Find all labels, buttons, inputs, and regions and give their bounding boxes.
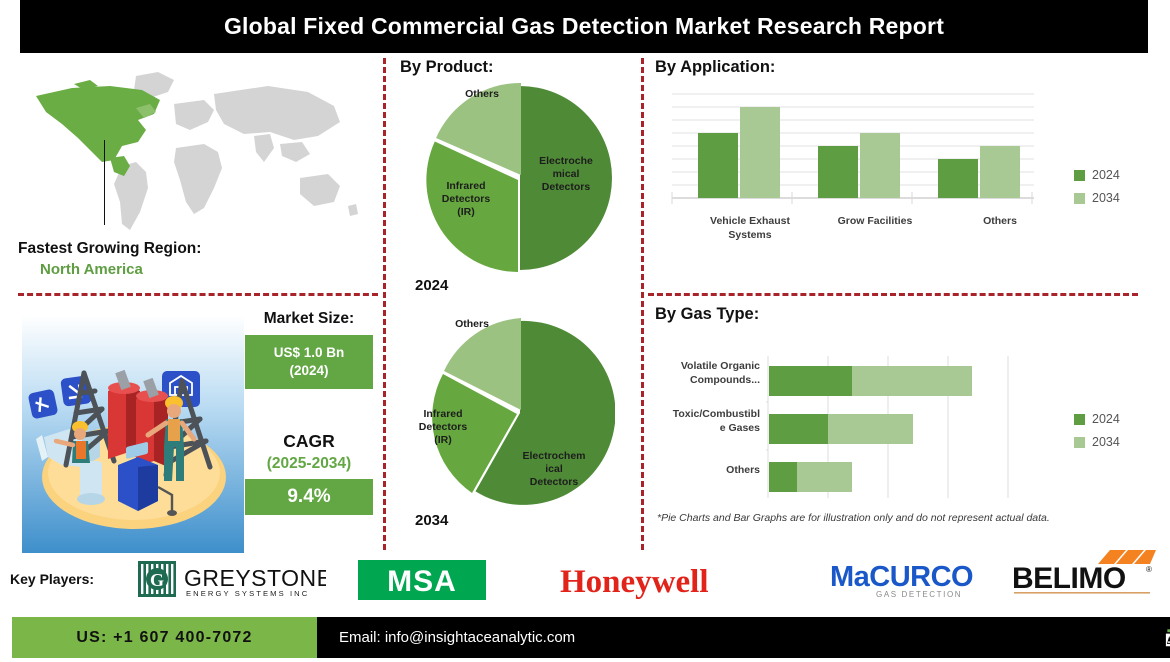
by-application-chart: [668, 88, 1068, 218]
legend-swatch-2034: [1074, 192, 1085, 204]
footer-phone-block: US: +1 607 400-7072: [12, 617, 317, 658]
legend-item-gas-2034: 2034: [1074, 435, 1120, 449]
divider-horizontal-left: [18, 293, 378, 296]
divider-horizontal-right: [648, 293, 1138, 296]
insight-ace-logo-icon: [1165, 628, 1170, 646]
pie-2034-label-others: Others: [455, 318, 489, 330]
legend-item-2024: 2024: [1074, 168, 1120, 182]
market-size-value: US$ 1.0 Bn: [273, 345, 345, 360]
market-size-year: (2024): [289, 363, 329, 379]
by-gas-type-legend: 2024 2034: [1074, 412, 1120, 458]
fastest-growing-region-value: North America: [40, 261, 143, 278]
svg-text:GAS DETECTION: GAS DETECTION: [876, 590, 962, 599]
logo-honeywell: Honeywell: [560, 562, 790, 600]
footer-brand-block: INSIGHT ACE ANALYTIC: [1162, 617, 1170, 658]
by-product-title: By Product:: [400, 58, 494, 76]
market-size-label: Market Size:: [263, 310, 355, 327]
by-gas-type-category-2: Others: [726, 464, 760, 476]
pie-2024-label-infrared: Infrared Detectors (IR): [441, 180, 491, 219]
logo-greystone: G GREYSTONE ENERGY SYSTEMS INC: [136, 558, 332, 602]
map-pointer-line: [104, 140, 105, 225]
cagr-label: CAGR: [283, 431, 335, 452]
legend-swatch-gas-2034: [1074, 436, 1085, 448]
svg-text:MSA: MSA: [387, 565, 457, 598]
pie-2024-label-electrochemical: Electroche mical Detectors: [539, 155, 593, 194]
world-map: [18, 62, 368, 242]
by-application-title: By Application:: [655, 58, 776, 76]
svg-text:MaCURCO: MaCURCO: [830, 561, 973, 593]
footer-bar: US: +1 607 400-7072 Email: info@insighta…: [0, 617, 1170, 658]
footer-email: Email: info@insightaceanalytic.com: [339, 629, 576, 646]
footer-contact-block: Email: info@insightaceanalytic.com INSIG…: [317, 617, 1170, 658]
pie-2024-label-others: Others: [465, 88, 499, 100]
footer-phone: US: +1 607 400-7072: [76, 628, 253, 646]
by-application-category-2: Others: [983, 215, 1017, 227]
fastest-growing-region-label: Fastest Growing Region:: [18, 240, 202, 257]
logo-belimo: BELIMO ®: [1010, 548, 1156, 600]
pie-2034-label-infrared: Infrared Detectors (IR): [418, 408, 468, 447]
logo-msa: MSA: [358, 560, 486, 600]
legend-label-gas-2024: 2024: [1092, 412, 1120, 426]
market-size-value-box: US$ 1.0 Bn (2024): [245, 335, 373, 390]
key-players-label: Key Players:: [10, 571, 95, 587]
svg-text:®: ®: [1146, 565, 1152, 574]
market-size-block: Market Size: US$ 1.0 Bn (2024) CAGR (202…: [245, 310, 373, 516]
legend-label-2034: 2034: [1092, 191, 1120, 205]
page-title: Global Fixed Commercial Gas Detection Ma…: [223, 13, 945, 39]
legend-label-gas-2034: 2034: [1092, 435, 1120, 449]
gas-detection-illustration: [22, 315, 244, 553]
divider-vertical-left: [383, 58, 386, 550]
by-gas-type-category-0: Volatile Organic Compounds...: [680, 360, 760, 386]
chart-footnote: *Pie Charts and Bar Graphs are for illus…: [657, 512, 1050, 524]
cagr-value: 9.4%: [245, 479, 373, 516]
svg-text:GREYSTONE: GREYSTONE: [184, 565, 326, 591]
legend-item-2034: 2034: [1074, 191, 1120, 205]
legend-swatch-2024: [1074, 169, 1085, 181]
logo-macurco: MaCURCO GAS DETECTION: [830, 558, 990, 602]
by-gas-type-title: By Gas Type:: [655, 305, 760, 323]
divider-vertical-right: [641, 58, 644, 550]
legend-label-2024: 2024: [1092, 168, 1120, 182]
legend-swatch-gas-2024: [1074, 413, 1085, 425]
by-gas-type-chart: [766, 352, 1016, 504]
belimo-stripes: [1098, 550, 1156, 564]
svg-text:Honeywell: Honeywell: [560, 564, 708, 600]
by-application-legend: 2024 2034: [1074, 168, 1120, 214]
by-gas-type-category-1: Toxic/Combustibl e Gases: [672, 408, 760, 434]
legend-item-gas-2024: 2024: [1074, 412, 1120, 426]
svg-text:ENERGY SYSTEMS INC: ENERGY SYSTEMS INC: [186, 589, 309, 598]
pie-2024-year: 2024: [415, 277, 449, 294]
pie-chart-2034: [425, 318, 615, 508]
pie-2034-label-electrochemical: Electrochem ical Detectors: [522, 450, 586, 489]
fastest-growing-region-block: Fastest Growing Region: North America: [18, 240, 368, 278]
svg-text:G: G: [150, 570, 164, 590]
pie-chart-2024: [425, 83, 615, 273]
cagr-years: (2025-2034): [266, 455, 352, 473]
header-bar: Global Fixed Commercial Gas Detection Ma…: [20, 0, 1148, 53]
by-application-category-1: Grow Facilities: [837, 215, 913, 227]
svg-text:BELIMO: BELIMO: [1012, 562, 1126, 595]
pie-2034-year: 2034: [415, 512, 449, 529]
by-application-category-0: Vehicle Exhaust Systems: [710, 215, 790, 241]
